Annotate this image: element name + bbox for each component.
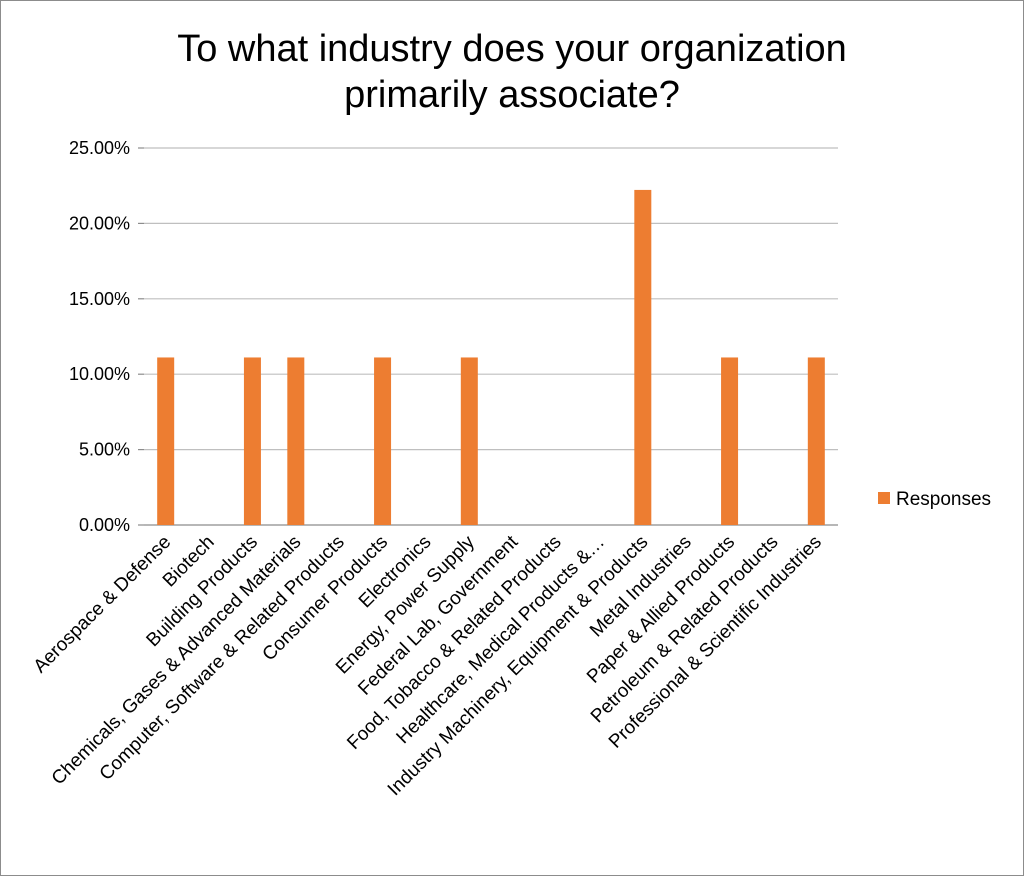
- y-tick-label: 20.00%: [69, 213, 130, 233]
- chart-title-line-1: To what industry does your organization: [177, 28, 847, 70]
- bar: [157, 357, 175, 525]
- y-tick-label: 0.00%: [79, 515, 130, 535]
- bar: [721, 357, 739, 525]
- bars: [157, 189, 825, 525]
- legend-label: Responses: [896, 489, 991, 510]
- y-tick-label: 5.00%: [79, 440, 130, 460]
- y-tick-label: 25.00%: [69, 138, 130, 158]
- bar: [243, 357, 261, 525]
- bar: [634, 189, 652, 525]
- chart-title: To what industry does your organization …: [0, 26, 1024, 118]
- bar: [807, 357, 825, 525]
- legend: Responses: [878, 489, 991, 510]
- y-tick-label: 15.00%: [69, 289, 130, 309]
- y-tick-label: 10.00%: [69, 364, 130, 384]
- chart-title-line-2: primarily associate?: [344, 74, 680, 116]
- y-axis-ticks: 0.00% 5.00% 10.00% 15.00% 20.00% 25.00%: [69, 138, 130, 535]
- legend-swatch: [878, 492, 890, 504]
- bar: [374, 357, 392, 525]
- bar: [460, 357, 478, 525]
- x-category-label: Aerospace & Defense: [30, 532, 176, 678]
- bar: [287, 357, 305, 525]
